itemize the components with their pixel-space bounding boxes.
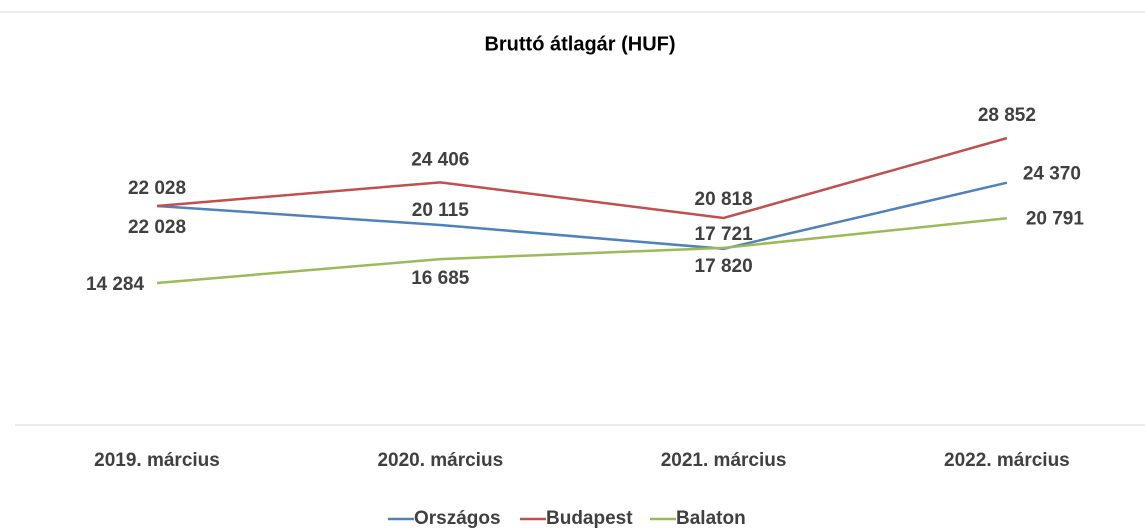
x-tick-label: 2019. március	[94, 450, 220, 471]
data-label: 20 791	[1026, 208, 1085, 229]
data-label: 20 818	[695, 189, 753, 210]
data-label: 22 028	[128, 217, 186, 238]
data-label: 24 406	[411, 149, 469, 170]
x-tick-label: 2021. március	[661, 450, 787, 471]
data-label: 24 370	[1023, 164, 1081, 185]
chart-title: Bruttó átlagár (HUF)	[484, 33, 675, 55]
data-label: 14 284	[86, 274, 145, 295]
data-label: 22 028	[128, 178, 186, 199]
data-label: 17 820	[695, 256, 753, 277]
legend-label: Budapest	[546, 508, 633, 529]
x-tick-label: 2020. március	[377, 450, 503, 471]
series-line	[156, 181, 1008, 251]
data-label: 16 685	[411, 268, 470, 289]
data-label: 20 115	[412, 200, 469, 221]
series-line	[156, 136, 1008, 220]
data-label: 17 721	[695, 224, 754, 245]
series-line	[156, 217, 1008, 285]
data-label: 28 852	[978, 105, 1036, 126]
x-tick-label: 2022. március	[944, 450, 1070, 471]
legend-label: Országos	[414, 508, 501, 529]
legend-label: Balaton	[676, 508, 746, 529]
